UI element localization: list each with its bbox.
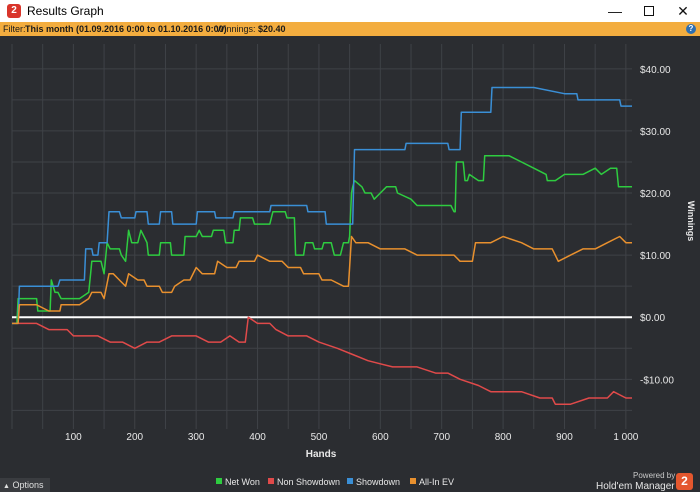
- y-tick-label: -$10.00: [640, 375, 674, 386]
- x-tick-label: 100: [65, 432, 82, 443]
- legend-label: All-In EV: [419, 477, 454, 487]
- help-icon[interactable]: ?: [686, 24, 696, 34]
- y-tick-label: $40.00: [640, 65, 671, 76]
- legend-swatch: [216, 478, 222, 484]
- brand-logo-icon: 2: [676, 473, 693, 490]
- y-tick-label: $0.00: [640, 313, 665, 324]
- series-line-net-won: [12, 155, 632, 325]
- powered-by-label: Powered by: [633, 471, 676, 480]
- results-chart: 100 200 300 400 500 600 700 800 900 1 000 $40.00 $3…: [11, 44, 696, 487]
- y-tick-label: $20.00: [640, 189, 671, 200]
- y-axis-title: Winnings: [686, 201, 696, 241]
- legend-label: Net Won: [225, 477, 260, 487]
- x-tick-label: 500: [311, 432, 328, 443]
- legend-label: Showdown: [356, 477, 400, 487]
- options-label: Options: [12, 480, 44, 490]
- x-tick-label: 700: [433, 432, 450, 443]
- filter-value[interactable]: This month (01.09.2016 0:00 to 01.10.201…: [25, 24, 227, 34]
- close-button[interactable]: ✕: [677, 3, 689, 19]
- y-tick-label: $30.00: [640, 127, 671, 138]
- winnings-value: $20.40: [258, 24, 286, 34]
- filter-bar: Filter: This month (01.09.2016 0:00 to 0…: [0, 22, 700, 36]
- series-line-all-in-ev: [12, 235, 632, 325]
- minimize-button[interactable]: —: [608, 3, 622, 19]
- title-bar: 2 Results Graph — ✕: [0, 0, 700, 22]
- legend-label: Non Showdown: [277, 477, 340, 487]
- x-tick-label: 900: [556, 432, 573, 443]
- options-button[interactable]: ▲ Options: [0, 478, 50, 492]
- x-tick-label: 800: [495, 432, 512, 443]
- triangle-up-icon: ▲: [3, 483, 10, 490]
- x-tick-label: 1 000: [613, 432, 638, 443]
- series-line-showdown: [12, 86, 632, 325]
- legend-swatch: [268, 478, 274, 484]
- maximize-button[interactable]: [632, 0, 666, 22]
- x-tick-label: 300: [188, 432, 205, 443]
- series-line-non-showdown: [12, 316, 632, 405]
- window-title: Results Graph: [27, 4, 104, 18]
- y-tick-label: $10.00: [640, 251, 671, 262]
- x-tick-label: 600: [372, 432, 389, 443]
- winnings-label: Winnings:: [216, 24, 256, 34]
- graph-area: 100 200 300 400 500 600 700 800 900 1 000 $40.00 $3…: [0, 36, 700, 492]
- x-tick-label: 400: [249, 432, 266, 443]
- app-logo-icon: 2: [7, 4, 21, 18]
- brand-label: Hold'em Manager: [596, 481, 675, 492]
- x-axis-title: Hands: [306, 449, 337, 460]
- legend-swatch: [410, 478, 416, 484]
- x-tick-label: 200: [126, 432, 143, 443]
- filter-label: Filter:: [3, 24, 26, 34]
- legend-swatch: [347, 478, 353, 484]
- maximize-icon: [644, 6, 654, 16]
